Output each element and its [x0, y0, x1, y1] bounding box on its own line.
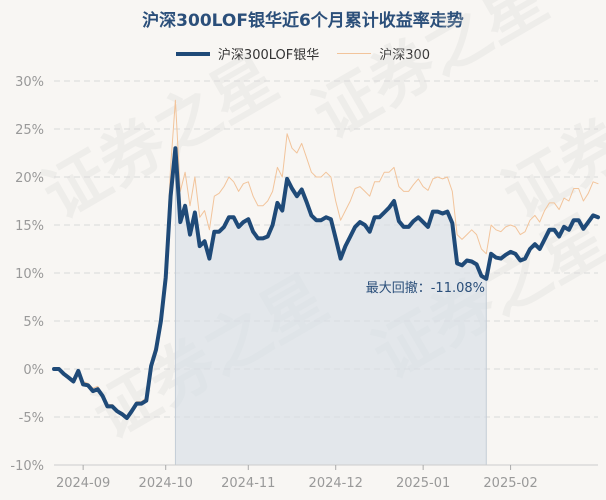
legend-label-index: 沪深300: [379, 48, 431, 63]
y-tick-label: 5%: [23, 315, 44, 330]
y-tick-label: 20%: [15, 171, 44, 186]
y-tick-label: 15%: [15, 219, 44, 234]
y-tick-label: 30%: [15, 75, 44, 90]
y-tick-label: 0%: [23, 363, 44, 378]
legend-label-fund: 沪深300LOF银华: [217, 48, 320, 63]
legend-swatch-index: [337, 53, 372, 54]
watermark-text: 证券之星: [301, 0, 560, 154]
legend-swatch-fund: [175, 51, 210, 56]
x-tick-label: 2024-10: [139, 476, 193, 491]
chart-title: 沪深300LOF银华近6个月累计收益率走势: [142, 11, 464, 31]
x-tick-label: 2025-01: [396, 476, 450, 491]
watermark-text: 证券之星: [31, 42, 290, 234]
y-tick-label: -5%: [19, 411, 44, 426]
max-drawdown-label: 最大回撤：-11.08%: [366, 280, 485, 296]
y-tick-label: -10%: [10, 459, 44, 474]
y-tick-label: 10%: [15, 267, 44, 282]
legend-item-fund[interactable]: 沪深300LOF银华: [175, 44, 320, 63]
x-tick-label: 2024-11: [221, 476, 275, 491]
x-tick-label: 2024-09: [56, 476, 110, 491]
y-tick-label: 25%: [15, 123, 44, 138]
x-tick-label: 2025-02: [483, 476, 537, 491]
series-line-fund[interactable]: [52, 146, 600, 420]
legend: 沪深300LOF银华 沪深300: [0, 44, 606, 63]
x-tick-label: 2024-12: [309, 476, 363, 491]
legend-item-index[interactable]: 沪深300: [337, 44, 430, 63]
max-drawdown-area: [175, 148, 487, 465]
